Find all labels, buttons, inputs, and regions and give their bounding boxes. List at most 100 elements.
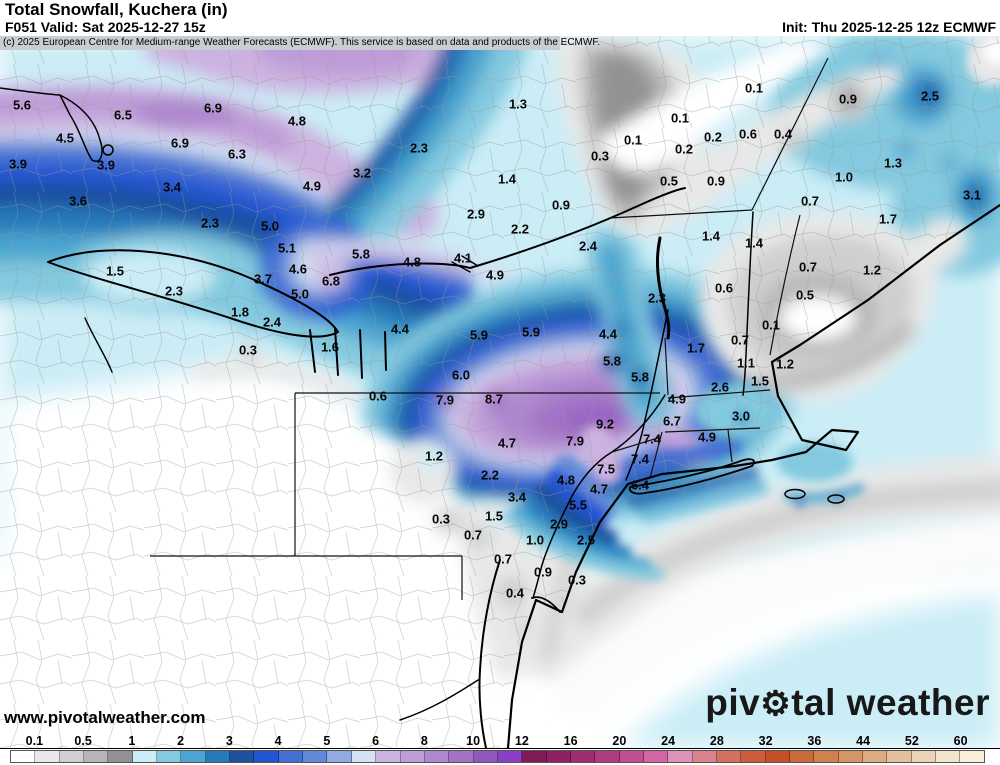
finger-lakes xyxy=(309,327,387,379)
map-value-label: 0.6 xyxy=(369,389,387,404)
colorbar-tick: 0.5 xyxy=(74,734,92,748)
map-value-label: 4.4 xyxy=(599,327,618,342)
colorbar-tick: 6 xyxy=(372,734,380,748)
map-value-label: 2.3 xyxy=(648,291,666,306)
pivotal-weather-logo: piv⚙tal weather xyxy=(705,682,990,724)
map-value-label: 0.4 xyxy=(506,586,525,601)
map-value-label: 0.1 xyxy=(745,81,763,96)
colorbar-cell xyxy=(157,751,182,762)
delaware-river xyxy=(532,394,666,599)
map-value-label: 4.4 xyxy=(391,322,410,337)
colorbar-cell xyxy=(132,751,158,762)
colorbar-tick: 1 xyxy=(128,734,136,748)
map-value-label: 1.7 xyxy=(879,212,897,227)
init-time-label: Init: Thu 2025-12-25 12z ECMWF xyxy=(782,19,996,35)
colorbar-cell xyxy=(960,751,984,762)
map-value-label: 5.1 xyxy=(278,241,296,256)
map-value-label: 0.9 xyxy=(552,198,570,213)
map-value-label: 7.9 xyxy=(566,434,584,449)
map-value-label: 0.1 xyxy=(624,133,642,148)
map-value-label: 5.8 xyxy=(631,370,649,385)
map-value-label: 0.9 xyxy=(839,92,857,107)
snowfall-colorbar: 0.1 0.5 1 2 3 4 5 6 8 10 12 16 20 24 28 32 36 44 52 60 xyxy=(0,734,1000,765)
map-value-label: 5.8 xyxy=(603,354,621,369)
map-value-label: 6.9 xyxy=(171,136,189,151)
map-value-label: 4.7 xyxy=(498,436,516,451)
map-value-label: 2.3 xyxy=(165,284,183,299)
colorbar-cell xyxy=(595,751,620,762)
colorbar-cell xyxy=(303,751,328,762)
map-value-label: 6.9 xyxy=(204,101,222,116)
map-value-label: 0.4 xyxy=(774,127,793,142)
map-value-label: 0.5 xyxy=(796,288,814,303)
valid-time-label: F051 Valid: Sat 2025-12-27 15z xyxy=(5,19,206,35)
colorbar-tick: 36 xyxy=(807,734,822,748)
colorbar-cell xyxy=(351,751,377,762)
map-value-label: 3.9 xyxy=(9,157,27,172)
colorbar-cell xyxy=(619,751,644,762)
map-value-label: 1.3 xyxy=(884,156,902,171)
colorbar-tick: 60 xyxy=(953,734,968,748)
colorbar-cell xyxy=(887,751,912,762)
map-value-label: 1.4 xyxy=(745,236,764,251)
map-value-label: 0.7 xyxy=(464,528,482,543)
map-value-label: 3.4 xyxy=(163,180,182,195)
lake-champlain xyxy=(655,236,671,340)
colorbar-cell xyxy=(741,751,766,762)
map-value-label: 0.3 xyxy=(568,573,586,588)
map-value-label: 5.0 xyxy=(261,219,279,234)
colorbar-tick: 2 xyxy=(177,734,185,748)
colorbar-tick: 16 xyxy=(563,734,578,748)
colorbar-tick: 20 xyxy=(612,734,627,748)
map-value-label: 7.9 xyxy=(436,393,454,408)
colorbar-tick: 3 xyxy=(225,734,233,748)
map-value-label: 0.7 xyxy=(799,260,817,275)
map-value-label: 4.9 xyxy=(668,392,686,407)
map-value-label: 1.3 xyxy=(509,97,527,112)
map-value-label: 0.2 xyxy=(704,130,722,145)
map-value-label: 4.7 xyxy=(590,482,608,497)
map-value-label: 1.7 xyxy=(687,341,705,356)
colorbar-cell xyxy=(643,751,669,762)
state-borders xyxy=(150,57,829,600)
map-value-label: 8.7 xyxy=(485,392,503,407)
colorbar-cell xyxy=(84,751,109,762)
map-value-label: 1.8 xyxy=(231,305,249,320)
colorbar-tick: 0.1 xyxy=(25,734,44,748)
map-value-label: 7.4 xyxy=(643,432,662,447)
map-value-label: 2.4 xyxy=(579,239,598,254)
map-value-label: 1.2 xyxy=(425,449,443,464)
map-value-label: 1.2 xyxy=(863,263,881,278)
map-value-label: 5.8 xyxy=(352,247,370,262)
colorbar-cell xyxy=(668,751,693,762)
niagara-river xyxy=(84,317,113,373)
gear-icon: ⚙ xyxy=(760,685,792,723)
coastline xyxy=(399,203,1000,750)
map-value-label: 5.6 xyxy=(13,98,31,113)
colorbar-tick: 12 xyxy=(514,734,529,748)
map-value-label: 3.2 xyxy=(353,166,371,181)
colorbar-cell xyxy=(376,751,401,762)
colorbar-cell xyxy=(181,751,206,762)
colorbar-cell xyxy=(790,751,815,762)
colorbar-tick: 5 xyxy=(323,734,331,748)
map-value-label: 2.5 xyxy=(921,89,939,104)
lake-simcoe xyxy=(102,144,114,156)
colorbar-cell xyxy=(230,751,255,762)
map-value-label: 2.2 xyxy=(511,222,529,237)
colorbar-cell xyxy=(449,751,474,762)
colorbar-cell xyxy=(278,751,304,762)
map-value-label: 4.9 xyxy=(486,268,504,283)
colorbar-tick: 24 xyxy=(661,734,676,748)
map-value-label: 0.3 xyxy=(239,343,257,358)
map-value-label: 6.8 xyxy=(322,274,340,289)
map-value-label: 4.5 xyxy=(56,131,74,146)
map-value-label: 0.7 xyxy=(494,552,512,567)
map-value-label: 3.6 xyxy=(69,194,87,209)
st-lawrence-river xyxy=(329,187,686,276)
map-value-label: 3.7 xyxy=(254,272,272,287)
map-value-label: 4.8 xyxy=(288,114,306,129)
colorbar-cell xyxy=(400,751,425,762)
map-value-label: 0.3 xyxy=(432,512,450,527)
